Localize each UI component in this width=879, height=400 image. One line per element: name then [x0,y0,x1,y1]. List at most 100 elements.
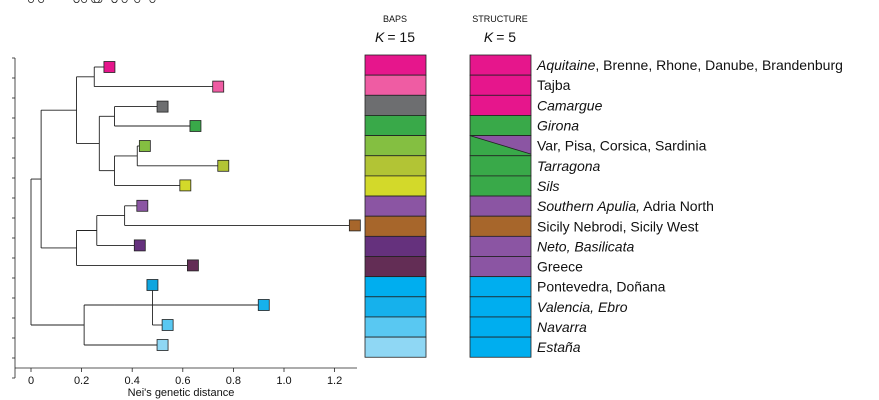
baps-cluster-bar [364,195,427,217]
baps-bar-column [364,54,427,358]
tree-node [73,0,80,3]
structure-k-label: K = 5 [484,29,516,45]
distance-axis: 0 0.2 0.4 0.6 0.8 1.0 1.2 [12,57,357,387]
population-name: Var, Pisa, Corsica, Sardinia [537,138,707,154]
population-name-italic: Sils [537,178,560,194]
baps-k-value: = 15 [387,29,415,45]
baps-cluster-bar [364,175,427,197]
structure-cluster-bar [469,155,532,177]
structure-cluster-bar [469,175,532,197]
baps-cluster-bar [364,336,427,358]
tree-tip-marker [257,299,270,311]
axis-tick-label: 0.2 [74,375,89,387]
population-label: Girona [537,118,579,134]
population-label: Estaña [537,339,581,355]
population-name: Tajba [537,77,571,93]
tree-tip-marker [136,199,149,212]
tree-tip-marker [156,339,169,351]
axis-title: Nei's genetic distance [128,387,235,399]
baps-cluster-bar [364,215,427,237]
population-name-italic: Camargue [537,97,603,113]
structure-cluster-bar [469,235,532,257]
baps-cluster-bar [364,235,427,257]
tree-tip-marker [146,279,159,291]
structure-cluster-bar [469,296,532,318]
structure-cluster-bar [469,115,532,136]
tree-tip-marker [348,219,361,232]
baps-k-symbol: K [375,29,385,45]
population-name-italic: Estaña [537,339,581,355]
structure-k-value: = 5 [496,29,516,45]
tree-node [93,0,100,3]
population-label: Pontevedra, Doñana [537,279,666,295]
baps-cluster-bar [364,155,427,177]
tree-tip-marker [187,259,199,272]
axis-tick-label: 1.0 [276,375,291,387]
structure-title: STRUCTURE [472,14,528,24]
population-label: Sicily Nebrodi, Sicily West [537,218,699,234]
tree-node [111,0,118,3]
tree-tip-marker [212,80,225,93]
population-name-italic: Aquitaine [536,57,596,73]
axis-tick-label: 0.8 [226,375,241,387]
population-label: Navarra [537,319,587,335]
population-label: Greece [537,259,583,275]
baps-cluster-bar [364,256,427,278]
baps-cluster-bar [364,316,427,338]
population-label: Aquitaine, Brenne, Rhone, Danube, Brande… [536,57,843,73]
population-label: Camargue [537,97,603,113]
baps-title: BAPS [383,14,407,24]
baps-cluster-bar [364,54,427,76]
tree-tip-marker [103,61,116,73]
population-name-italic: Navarra [537,319,587,335]
population-label: Tarragona [537,158,601,174]
axis-tick-label: 1.2 [327,375,342,387]
population-label: Var, Pisa, Corsica, Sardinia [537,138,707,154]
baps-cluster-bar [364,115,427,136]
population-name: Pontevedra, Doñana [537,279,666,295]
axis-tick-label: 0.6 [175,375,190,387]
population-label: Sils [537,178,560,194]
population-name-italic: Southern Apulia, [537,198,640,214]
population-name: , Brenne, Rhone, Danube, Brandenburg [595,57,843,73]
structure-cluster-bar [469,276,532,298]
population-name: Adria North [640,198,714,214]
structure-k-symbol: K [484,29,494,45]
baps-cluster-bar [364,135,427,157]
axis-tick-label: 0.4 [125,375,140,387]
population-name-italic: Tarragona [537,158,601,174]
structure-cluster-bar [469,94,532,116]
population-name-italic: Neto, Basilicata [537,238,634,254]
baps-cluster-bar [364,296,427,318]
tree-node [121,0,128,3]
baps-cluster-bar [364,94,427,116]
baps-cluster-bar [364,276,427,298]
tree-tip-marker [179,179,192,192]
population-label: Tajba [537,77,571,93]
structure-cluster-bar [469,54,532,76]
tree-tip-marker [217,159,230,172]
baps-k-label: K = 15 [375,29,415,45]
tree-tip-marker [189,120,202,132]
population-label: Southern Apulia, Adria North [537,198,714,214]
structure-bar-column [469,54,532,358]
tree-tip-marker [161,319,174,331]
population-labels: Aquitaine, Brenne, Rhone, Danube, Brande… [536,57,843,355]
population-name: Sicily Nebrodi, Sicily West [537,218,699,234]
population-name: Greece [537,259,583,275]
tree-node [38,0,45,3]
tree-node [28,0,34,3]
tree-node [81,0,88,3]
structure-cluster-bar [469,215,532,237]
structure-cluster-bar [469,336,532,358]
tree-node [134,0,141,3]
tree-tip-marker [133,239,146,252]
tree-tip-marker [156,100,169,113]
structure-cluster-bar [469,74,532,96]
tree-tip-marker [138,140,151,152]
structure-cluster-bar [469,195,532,217]
population-label: Valencia, Ebro [537,299,628,315]
population-label: Neto, Basilicata [537,238,634,254]
dendrogram [28,0,361,351]
